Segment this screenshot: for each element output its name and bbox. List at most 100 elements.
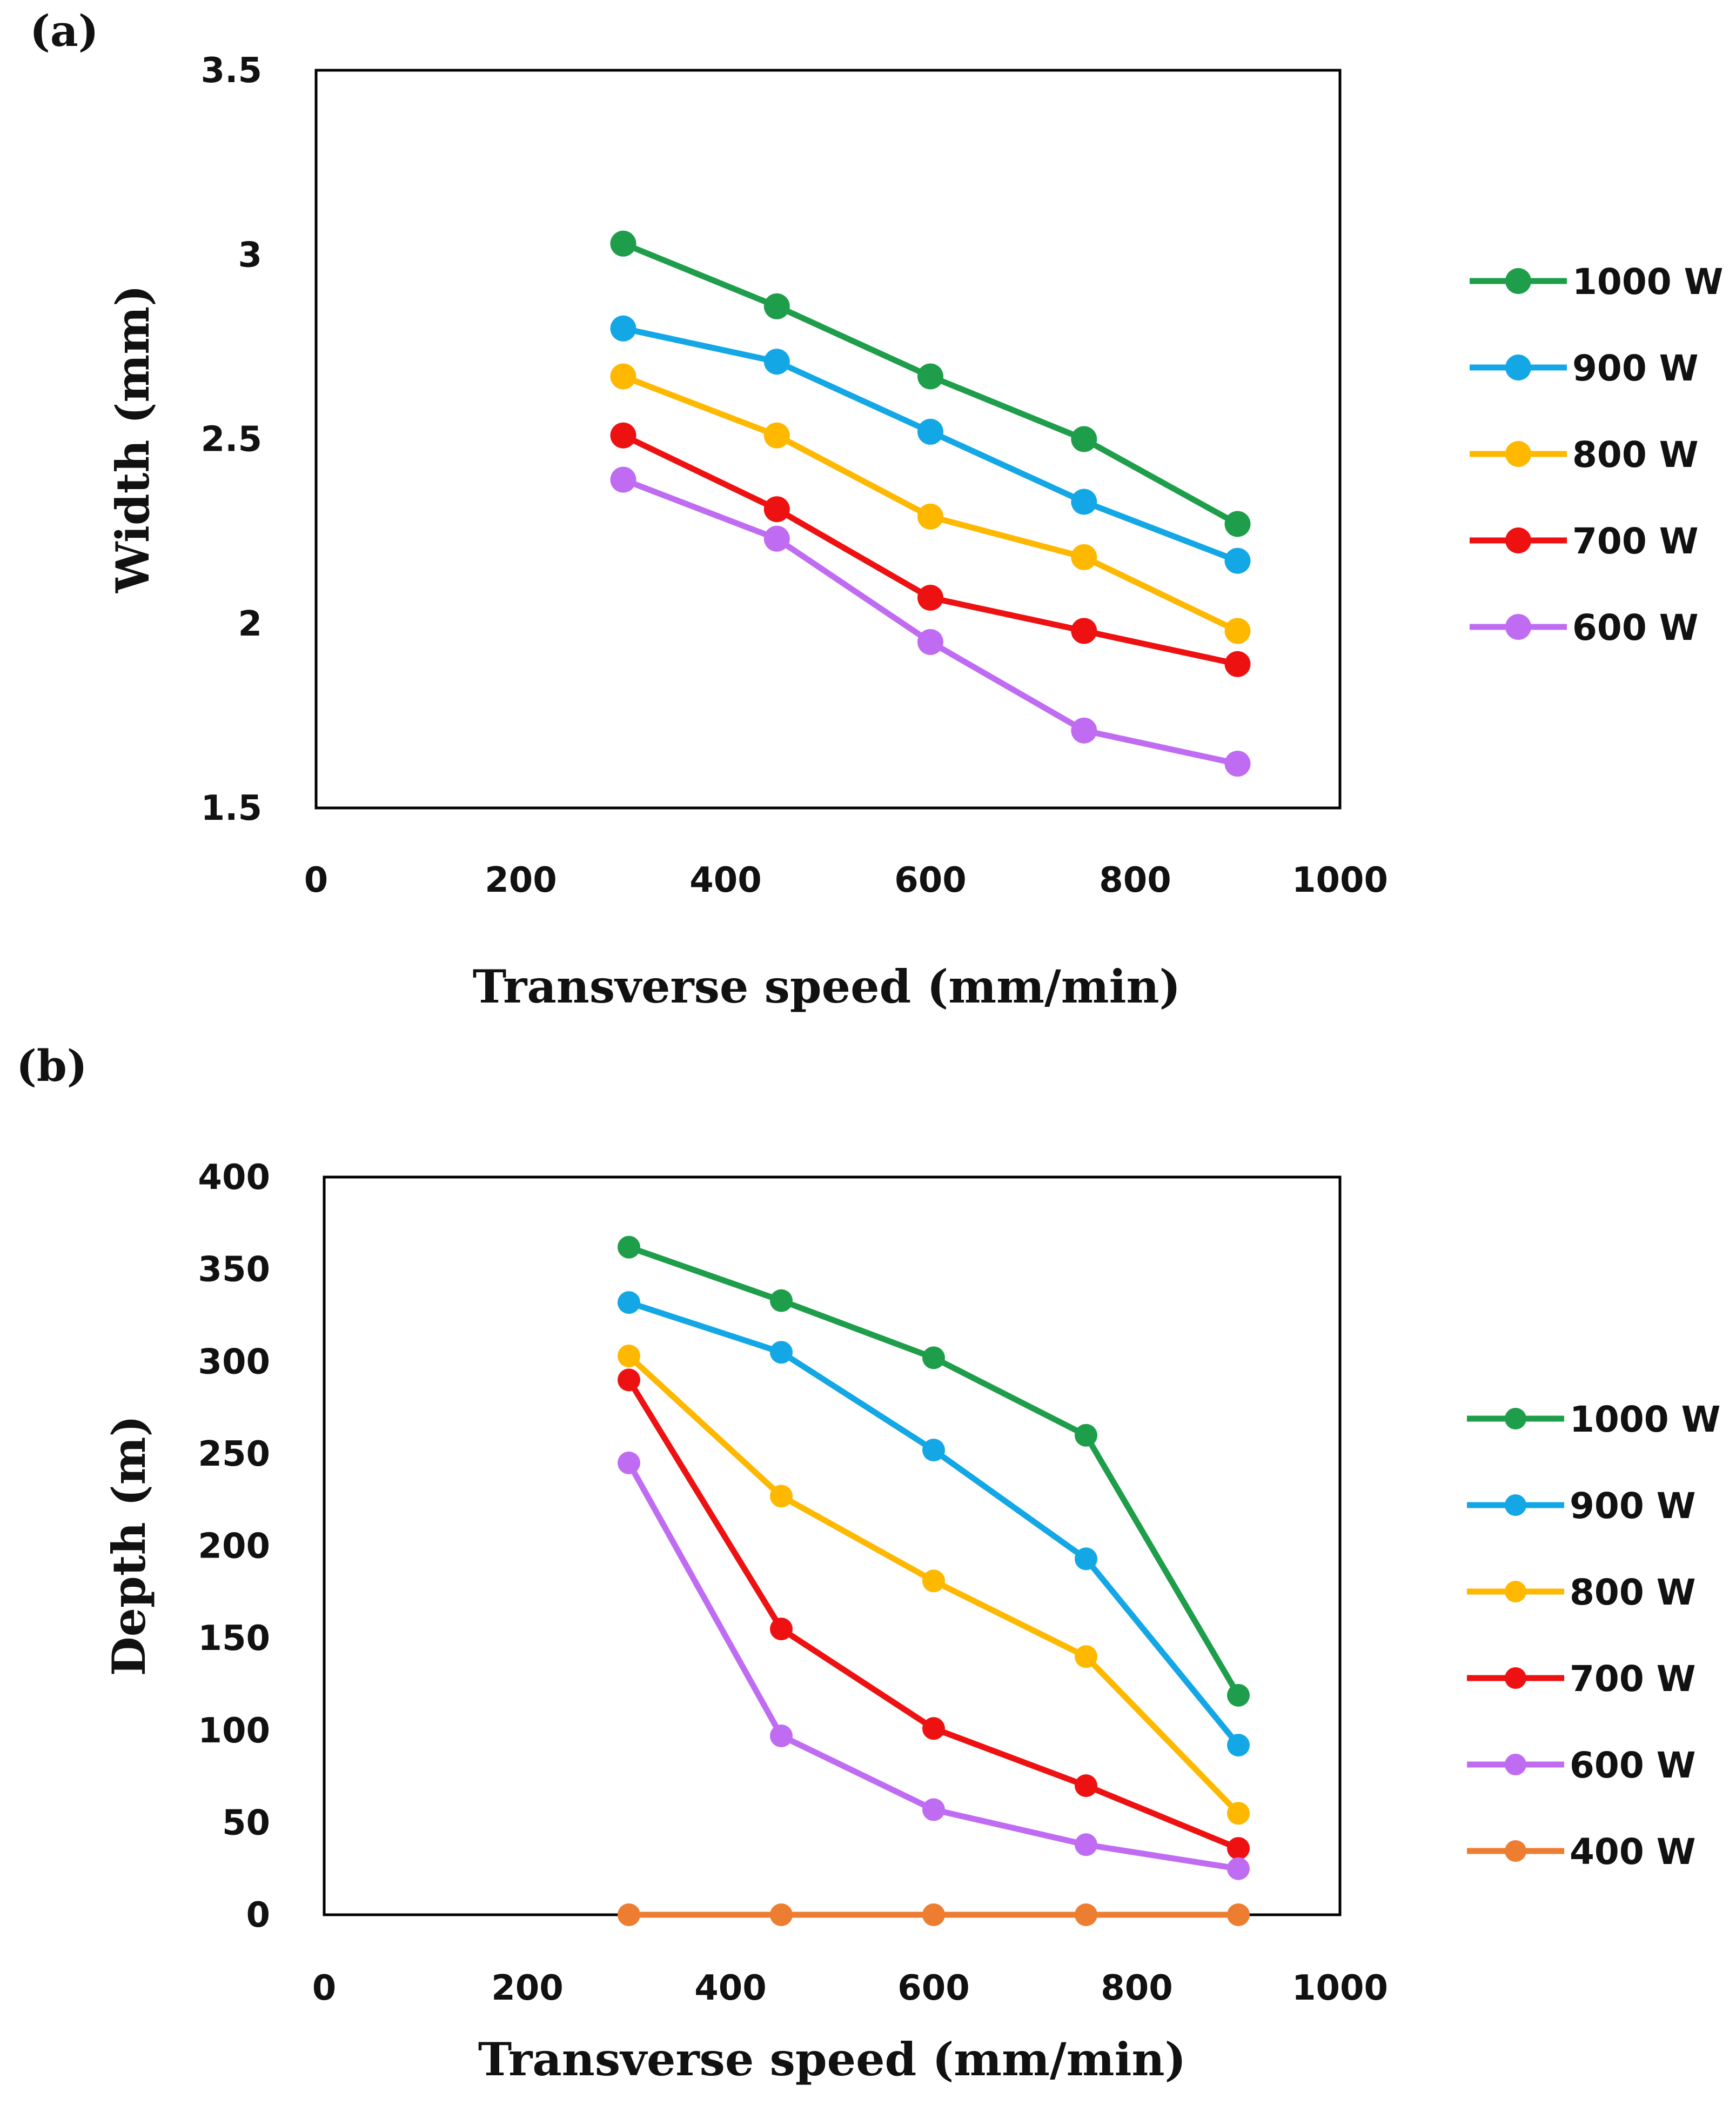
- legend-marker-400w: [1505, 1840, 1526, 1862]
- data-point-1000w: [917, 363, 943, 390]
- panel-a-x-tick: 400: [689, 860, 762, 900]
- data-point-700w: [610, 422, 636, 449]
- legend-label-600w: 600 W: [1570, 1745, 1696, 1786]
- legend-marker-700w: [1505, 527, 1531, 553]
- panel-a-y-tick: 3: [238, 235, 262, 275]
- panel-b-x-ticks: 0 200 400 600 800 1000: [312, 1968, 1388, 2008]
- panel-b-y-tick: 150: [198, 1619, 270, 1659]
- panel-a-x-tick: 800: [1099, 860, 1171, 900]
- panel-b-y-tick: 0: [246, 1895, 270, 1935]
- legend-label-700w: 700 W: [1570, 1658, 1696, 1700]
- data-point-900w: [618, 1291, 640, 1314]
- panel-a-x-tick: 200: [485, 860, 557, 900]
- panel-b-y-ticks: 0 50 100 150 200 250 300 350 400: [198, 1158, 270, 1935]
- legend-marker-800w: [1505, 441, 1531, 467]
- legend-label-800w: 800 W: [1570, 1572, 1696, 1613]
- panel-b-y-tick: 100: [198, 1711, 270, 1751]
- data-point-800w: [610, 363, 636, 390]
- panel-b-plot-area: [323, 1175, 1342, 1916]
- data-point-1000w: [1227, 1683, 1250, 1707]
- legend-marker-1000w: [1505, 268, 1531, 294]
- panel-a: (a) 1.5 2 2.5 3 3.5 0 200 400 600 800 10…: [30, 5, 1723, 1013]
- data-point-1000w: [922, 1346, 945, 1369]
- panel-a-label: (a): [30, 5, 99, 56]
- data-point-800w: [1071, 544, 1097, 570]
- data-point-600w: [1075, 1833, 1097, 1856]
- panel-a-y-tick: 3.5: [201, 51, 262, 91]
- panel-b-y-tick: 50: [222, 1803, 270, 1843]
- data-point-400w: [770, 1903, 793, 1926]
- data-point-600w: [922, 1798, 945, 1821]
- panel-a-series: [610, 230, 1251, 777]
- data-point-1000w: [618, 1235, 640, 1259]
- data-point-1000w: [1224, 511, 1251, 537]
- panel-b-legend: 1000 W 900 W 800 W 700 W 600 W 400 W: [1467, 1399, 1720, 1873]
- data-point-400w: [1075, 1903, 1097, 1926]
- panel-a-x-tick: 600: [894, 860, 967, 900]
- data-point-700w: [1075, 1774, 1097, 1797]
- legend-marker-600w: [1505, 1754, 1526, 1775]
- legend-marker-900w: [1505, 1494, 1526, 1516]
- data-point-700w: [770, 1618, 793, 1641]
- panel-b-x-axis-title: Transverse speed (mm/min): [478, 2033, 1187, 2086]
- legend-marker-700w: [1505, 1667, 1526, 1689]
- panel-a-legend: 1000 W 900 W 800 W 700 W 600 W: [1470, 261, 1723, 649]
- data-point-900w: [1227, 1734, 1250, 1757]
- data-point-1000w: [1071, 426, 1097, 452]
- legend-marker-800w: [1505, 1581, 1526, 1602]
- panel-a-y-axis-title: Width (mm): [106, 285, 159, 593]
- data-point-1000w: [610, 230, 636, 257]
- panel-b-y-axis-title: Depth (m): [102, 1415, 156, 1676]
- data-point-700w: [763, 496, 790, 523]
- data-point-700w: [1224, 651, 1251, 677]
- data-point-600w: [610, 466, 636, 493]
- legend-label-700w: 700 W: [1572, 520, 1699, 562]
- legend-marker-1000w: [1505, 1408, 1526, 1429]
- data-point-1000w: [770, 1289, 793, 1312]
- panel-b: (b) 0 50 100 150 200 250 300 350 400 0 2…: [16, 1040, 1720, 2086]
- data-point-600w: [1224, 751, 1251, 777]
- data-point-600w: [763, 525, 790, 552]
- panel-b-y-tick: 350: [198, 1250, 270, 1290]
- data-point-1000w: [1075, 1424, 1097, 1447]
- panel-b-x-tick: 800: [1101, 1968, 1173, 2008]
- data-point-600w: [1227, 1857, 1250, 1880]
- data-point-900w: [1224, 547, 1251, 574]
- legend-marker-900w: [1505, 355, 1531, 380]
- panel-a-y-tick: 2: [238, 604, 262, 644]
- panel-a-x-ticks: 0 200 400 600 800 1000: [304, 860, 1388, 900]
- legend-label-1000w: 1000 W: [1572, 261, 1723, 303]
- legend-label-900w: 900 W: [1572, 348, 1699, 389]
- panel-b-y-tick: 400: [198, 1158, 270, 1198]
- panel-b-x-tick: 200: [491, 1968, 564, 2008]
- panel-a-x-axis-title: Transverse speed (mm/min): [473, 960, 1181, 1013]
- data-point-600w: [770, 1725, 793, 1747]
- panel-a-y-ticks: 1.5 2 2.5 3 3.5: [201, 51, 262, 828]
- panel-b-series: [618, 1235, 1250, 1926]
- panel-b-y-tick: 200: [198, 1527, 270, 1567]
- data-point-600w: [1071, 717, 1097, 744]
- data-point-800w: [763, 422, 790, 449]
- data-point-800w: [917, 503, 943, 530]
- legend-marker-600w: [1505, 614, 1531, 640]
- data-point-1000w: [763, 293, 790, 319]
- panel-b-x-tick: 600: [897, 1968, 970, 2008]
- data-point-900w: [770, 1341, 793, 1364]
- data-point-700w: [1071, 618, 1097, 644]
- data-point-400w: [1227, 1903, 1250, 1926]
- panel-a-x-tick: 1000: [1292, 860, 1388, 900]
- legend-label-600w: 600 W: [1572, 607, 1699, 649]
- legend-label-1000w: 1000 W: [1570, 1399, 1720, 1440]
- panel-b-x-tick: 400: [694, 1968, 767, 2008]
- data-point-800w: [618, 1345, 640, 1367]
- data-point-700w: [618, 1368, 640, 1392]
- data-point-800w: [1075, 1645, 1097, 1668]
- data-point-900w: [1071, 489, 1097, 515]
- legend-label-800w: 800 W: [1572, 434, 1699, 476]
- data-point-700w: [1227, 1837, 1250, 1860]
- panel-a-y-tick: 1.5: [201, 788, 262, 828]
- panel-b-x-tick: 1000: [1292, 1968, 1388, 2008]
- panel-b-label: (b): [16, 1040, 88, 1091]
- panel-b-y-tick: 300: [198, 1342, 270, 1382]
